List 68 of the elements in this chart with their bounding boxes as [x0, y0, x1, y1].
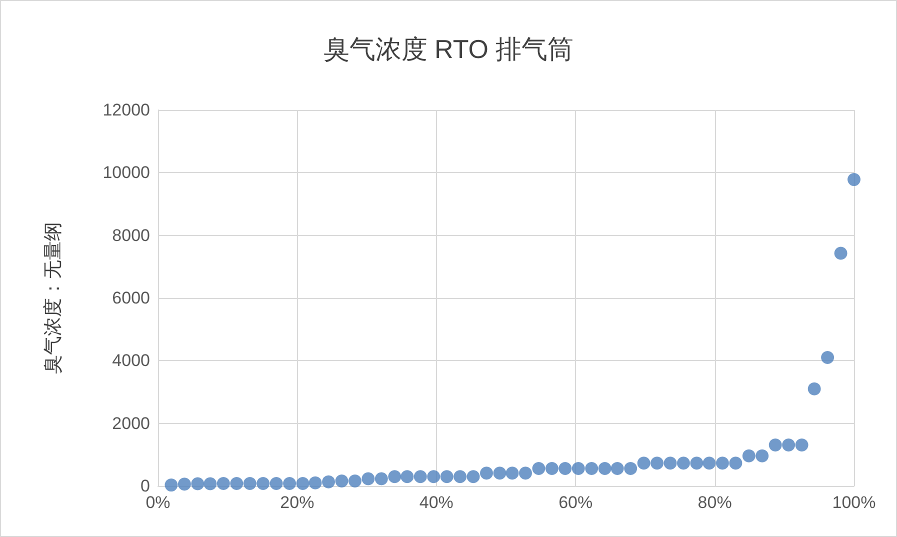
- x-tick-label: 40%: [419, 493, 454, 512]
- x-tick-label: 0%: [146, 493, 170, 512]
- y-tick-label: 0: [140, 476, 150, 496]
- point: [572, 462, 585, 475]
- x-tick-label: 20%: [280, 493, 314, 512]
- point: [624, 462, 638, 475]
- point: [729, 456, 742, 470]
- chart-title: 臭气浓度 RTO 排气筒: [323, 34, 574, 64]
- point: [676, 456, 690, 470]
- point: [164, 478, 178, 492]
- point: [348, 474, 362, 488]
- point: [308, 476, 322, 490]
- point: [362, 472, 375, 486]
- y-tick-label: 4000: [112, 351, 150, 370]
- point: [493, 466, 506, 480]
- point: [216, 476, 230, 490]
- point: [795, 438, 808, 452]
- point: [768, 438, 782, 452]
- point: [414, 470, 427, 484]
- point: [834, 246, 848, 260]
- point: [742, 449, 756, 462]
- point: [782, 438, 796, 452]
- point: [690, 456, 704, 470]
- point: [256, 476, 270, 490]
- point: [664, 456, 677, 470]
- point: [506, 466, 519, 480]
- point: [480, 466, 494, 480]
- y-axis-title: 臭气浓度：无量纲: [42, 222, 64, 374]
- point: [598, 462, 612, 475]
- point: [283, 476, 296, 490]
- x-tick-label: 80%: [698, 493, 732, 512]
- y-tick-label: 10000: [102, 163, 150, 182]
- point: [400, 470, 414, 484]
- point: [178, 478, 191, 491]
- y-tick-label: 8000: [112, 226, 150, 245]
- point: [702, 456, 716, 470]
- point: [821, 351, 834, 364]
- point: [650, 456, 664, 470]
- point: [230, 476, 244, 490]
- point: [848, 173, 860, 186]
- point: [545, 462, 558, 475]
- point: [532, 462, 546, 475]
- point: [374, 472, 388, 486]
- point: [558, 462, 572, 475]
- point: [427, 470, 440, 484]
- point: [756, 449, 769, 462]
- point: [335, 474, 348, 488]
- point: [466, 470, 480, 484]
- y-tick-label: 12000: [102, 100, 150, 120]
- point: [585, 462, 598, 475]
- point: [808, 382, 821, 396]
- point: [322, 475, 336, 488]
- x-tick-label: 60%: [558, 493, 593, 512]
- point: [270, 476, 283, 490]
- point: [204, 477, 217, 490]
- x-tick-label: 100%: [832, 493, 876, 512]
- point: [440, 470, 454, 484]
- point: [296, 476, 310, 490]
- point: [610, 462, 624, 475]
- y-tick-label: 2000: [112, 414, 150, 433]
- point: [637, 456, 650, 470]
- y-tick-label: 6000: [112, 288, 150, 308]
- point: [243, 476, 256, 490]
- point: [388, 470, 402, 484]
- point: [716, 456, 729, 470]
- point: [454, 470, 467, 484]
- point: [519, 466, 532, 480]
- point: [191, 477, 204, 490]
